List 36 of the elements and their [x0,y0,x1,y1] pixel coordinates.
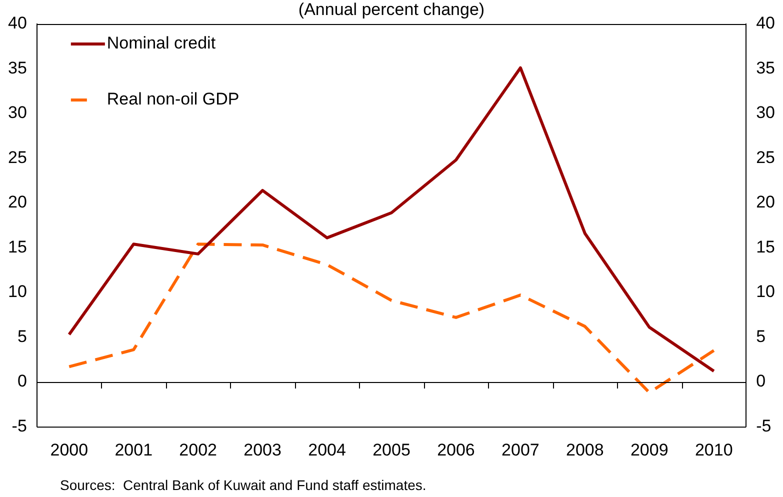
x-tick-label: 2010 [694,440,733,460]
x-tick-label: 2008 [566,440,604,460]
y2-tick-label: 30 [756,103,776,122]
x-tick-label: 2001 [114,440,153,460]
line-series [68,242,716,394]
x-tick-label: 2002 [179,440,217,460]
y-tick-label: 25 [8,148,27,167]
y2-tick-label: 5 [756,326,766,346]
x-tick-label: 2000 [50,440,88,460]
y2-tick-label: 35 [756,58,776,78]
y-tick-label: 35 [8,58,27,78]
y-tick-label: 15 [8,237,27,256]
x-tick-label: 2009 [630,440,668,460]
x-tick-label: 2004 [308,440,346,460]
x-tick-label: 2005 [372,440,410,460]
y2-tick-label: 40 [756,14,776,33]
y-tick-label: 0 [17,372,27,391]
y2-tick-label: 10 [756,282,776,302]
x-tick-label: 2006 [437,440,475,460]
y-tick-label: 20 [8,192,27,212]
y-tick-label: -5 [12,416,27,436]
legend-label: Nominal credit [106,34,216,53]
y2-tick-label: 0 [756,372,766,391]
x-tick-label: 2007 [502,440,540,460]
y-tick-label: 40 [8,14,27,33]
y2-tick-label: 15 [756,237,776,256]
y2-tick-label: 25 [756,148,776,167]
x-tick-label: 2003 [244,440,282,460]
legend-label: Real non-oil GDP [106,90,240,109]
chart-title: (Annual percent change) [298,0,485,20]
y-tick-label: 5 [17,326,27,346]
y-tick-label: 10 [8,282,27,302]
source-note: Sources: Central Bank of Kuwait and Fund staff estimates. [60,476,426,493]
y2-tick-label: 20 [756,192,776,212]
y-tick-label: 30 [8,103,27,122]
y2-tick-label: -5 [756,416,772,436]
